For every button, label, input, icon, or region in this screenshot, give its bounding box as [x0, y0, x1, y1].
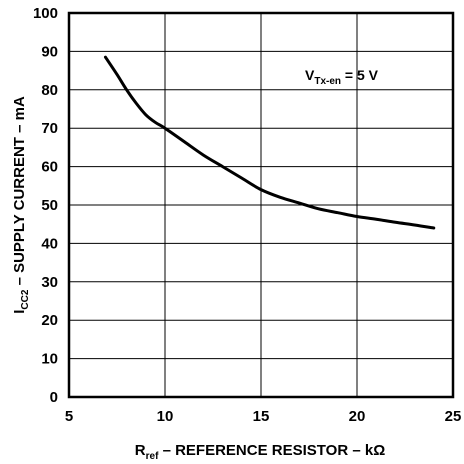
- y-tick-labels: 0 10 20 30 40 50 60 70 80 90 100: [33, 5, 58, 406]
- x-tick-label: 10: [157, 408, 174, 425]
- y-tick-label: 10: [41, 351, 58, 368]
- x-axis-label: Rref – REFERENCE RESISTOR – kΩ: [135, 442, 385, 462]
- x-tick-label: 20: [349, 408, 366, 425]
- x-tick-label: 5: [65, 408, 73, 425]
- series-line-supply-current: [103, 55, 436, 230]
- x-axis-label-sub: ref: [146, 451, 159, 462]
- grid-lines: [68, 12, 454, 398]
- y-tick-label: 40: [41, 235, 58, 252]
- annotation-main: V: [305, 67, 315, 83]
- x-tick-labels: 5 10 15 20 25: [65, 408, 462, 425]
- y-tick-label: 60: [41, 159, 58, 176]
- plot-frame: [67, 11, 455, 399]
- y-tick-label: 30: [41, 274, 58, 291]
- y-tick-label: 100: [33, 5, 58, 22]
- y-axis-label-main: I: [11, 310, 28, 314]
- y-tick-label: 20: [41, 312, 58, 329]
- x-tick-label: 15: [253, 408, 270, 425]
- y-tick-label: 80: [41, 82, 58, 99]
- y-tick-label: 70: [41, 120, 58, 137]
- y-tick-label: 50: [41, 197, 58, 214]
- annotation-sub: Tx-en: [314, 76, 341, 87]
- y-tick-label: 90: [41, 43, 58, 60]
- x-axis-label-rest: – REFERENCE RESISTOR – kΩ: [158, 442, 385, 459]
- annotation-rest: = 5 V: [341, 67, 379, 83]
- y-tick-label: 0: [50, 389, 58, 406]
- y-axis-label-sub: CC2: [20, 289, 31, 309]
- x-tick-label: 25: [445, 408, 462, 425]
- y-axis-label-rest: – SUPPLY CURRENT – mA: [11, 96, 28, 290]
- y-axis-label: ICC2 – SUPPLY CURRENT – mA: [11, 96, 31, 314]
- vtx-en-annotation: VTx-en = 5 V: [305, 67, 379, 87]
- x-axis-label-main: R: [135, 442, 146, 459]
